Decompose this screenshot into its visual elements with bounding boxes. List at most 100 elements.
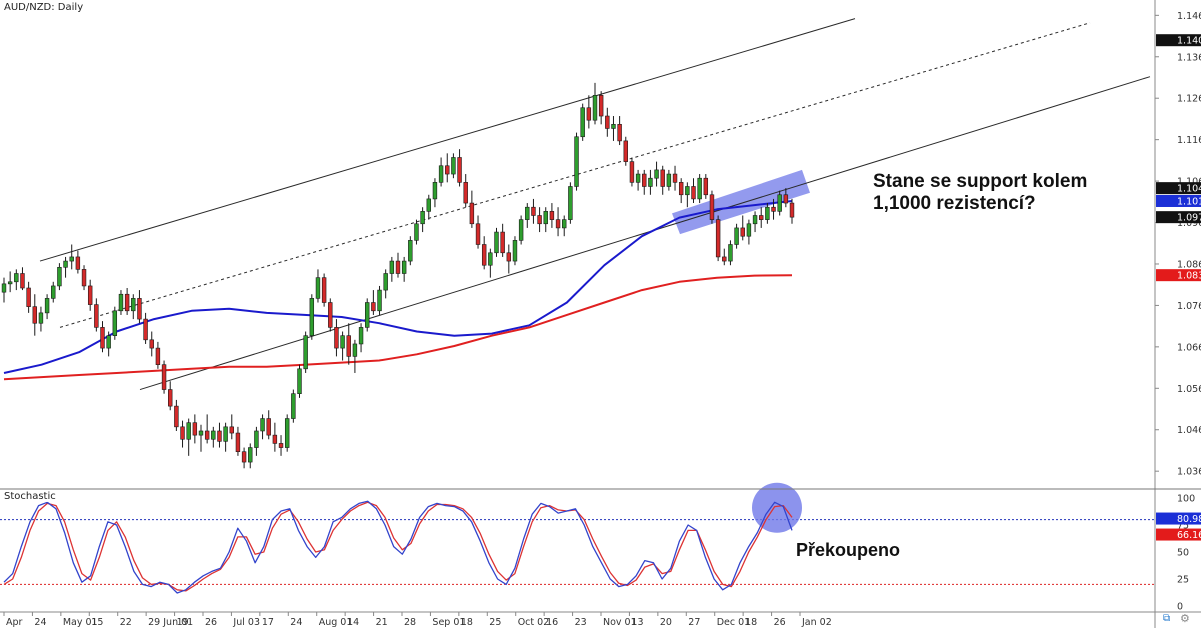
candle-body <box>777 194 782 212</box>
share-icon[interactable]: ⧉ <box>1163 613 1171 624</box>
candle-body <box>771 206 776 212</box>
price-tick-label: 1.1063 <box>1177 177 1201 188</box>
stoch-tick-label: 50 <box>1177 548 1189 559</box>
time-tick-label: 21 <box>376 617 388 628</box>
candle-body <box>451 157 456 175</box>
candle-body <box>75 256 81 270</box>
stoch-d-marker-label: 66.16 <box>1177 530 1201 541</box>
candle-body <box>703 177 709 196</box>
time-tick-label: 20 <box>660 617 672 628</box>
time-tick-label: Sep 01 <box>432 617 465 628</box>
candle-body <box>371 302 376 312</box>
candle-body <box>537 215 542 225</box>
candle-body <box>740 227 745 237</box>
time-tick-label: May 01 <box>63 617 98 628</box>
candle-body <box>672 173 678 183</box>
candle-body <box>715 219 721 258</box>
candle-body <box>678 182 684 196</box>
candle-body <box>235 432 241 453</box>
settings-icon[interactable]: ⚙ <box>1180 613 1190 625</box>
candle-body <box>87 285 93 305</box>
candle-body <box>14 273 19 283</box>
candle-body <box>598 95 604 117</box>
candle-body <box>660 169 665 187</box>
channel-mid-line <box>59 22 1091 328</box>
candle-body <box>481 244 487 266</box>
stoch-tick-label: 0 <box>1177 602 1183 613</box>
candle-body <box>204 430 210 440</box>
time-tick-label: Nov 01 <box>603 617 637 628</box>
candle-body <box>623 140 628 162</box>
time-tick-label: Dec 01 <box>717 617 751 628</box>
time-tick-label: 16 <box>546 617 558 628</box>
candle-body <box>118 293 124 312</box>
candle-body <box>642 173 647 187</box>
candle-body <box>38 312 44 324</box>
candle-body <box>586 107 592 121</box>
candle-body <box>562 219 567 229</box>
candle-body <box>198 430 204 436</box>
stoch-d-line <box>3 501 793 592</box>
candle-body <box>629 161 635 183</box>
candle-body <box>475 223 481 245</box>
time-tick-label: Aug 01 <box>319 617 353 628</box>
candle-body <box>346 335 351 357</box>
candle-body <box>180 426 185 440</box>
candle-body <box>272 434 278 444</box>
candle-body <box>334 327 339 349</box>
time-tick-label: 28 <box>404 617 416 628</box>
candle-body <box>266 418 271 436</box>
fast-moving-average-line <box>3 200 793 374</box>
overbought-highlight-circle <box>752 482 802 533</box>
candle-body <box>395 260 401 274</box>
price-tick-label: 1.0463 <box>1177 425 1201 436</box>
candle-body <box>1 283 7 293</box>
price-tick-label: 1.0363 <box>1177 467 1201 478</box>
candle-body <box>518 219 524 241</box>
price-marker-label: 1.1403 <box>1177 36 1201 47</box>
candle-body <box>500 231 505 254</box>
candle-body <box>469 202 475 225</box>
candle-body <box>734 227 739 245</box>
candle-body <box>691 186 696 200</box>
time-tick-label: Jul 03 <box>232 617 260 628</box>
candle-body <box>789 202 795 218</box>
candle-body <box>352 343 358 357</box>
candle-body <box>401 260 407 274</box>
candle-body <box>617 124 622 142</box>
candle-body <box>69 256 74 262</box>
candle-body <box>555 219 561 229</box>
time-tick-label: 17 <box>262 617 274 628</box>
candle-body <box>94 304 99 328</box>
candle-body <box>525 206 530 220</box>
candle-body <box>112 310 118 336</box>
price-tick-label: 1.0963 <box>1177 218 1201 229</box>
candle-body <box>143 318 148 341</box>
candle-body <box>543 211 548 225</box>
stoch-tick-label: 75 <box>1177 521 1189 532</box>
candle-body <box>174 405 179 428</box>
candle-body <box>186 422 191 440</box>
price-tick-label: 1.1363 <box>1177 52 1201 63</box>
time-tick-label: 15 <box>91 617 103 628</box>
candle-body <box>765 206 770 220</box>
candle-body <box>420 211 425 225</box>
candle-body <box>229 426 234 434</box>
candle-body <box>7 281 13 285</box>
candle-body <box>426 198 431 212</box>
price-tick-label: 1.1163 <box>1177 135 1201 146</box>
candle-body <box>635 173 641 183</box>
candle-body <box>309 298 315 336</box>
candle-body <box>414 223 419 241</box>
candle-body <box>26 287 31 307</box>
candle-body <box>438 165 444 183</box>
candle-body <box>506 252 512 262</box>
candle-body <box>654 169 659 179</box>
price-tick-label: 1.1463 <box>1177 11 1201 22</box>
symbol-label: AUD/NZD: Daily <box>2 2 86 13</box>
price-marker-box <box>1156 34 1201 47</box>
time-tick-label: 18 <box>461 617 473 628</box>
candle-body <box>321 277 327 303</box>
candle-body <box>149 339 154 349</box>
